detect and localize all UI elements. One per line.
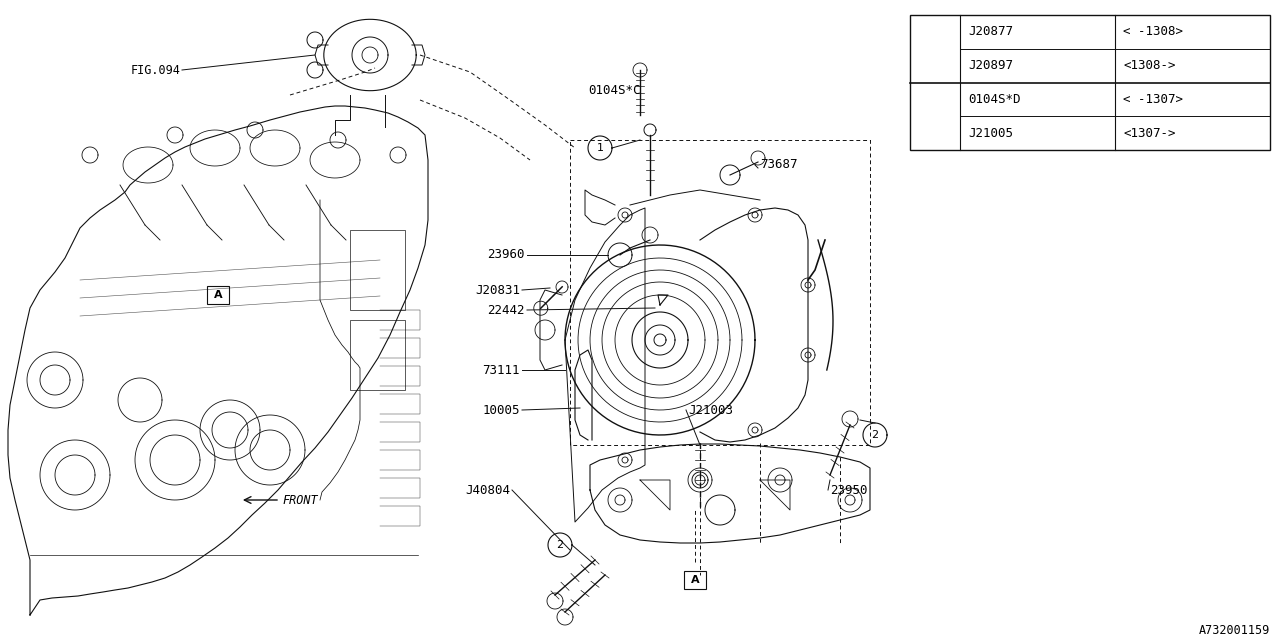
Bar [684, 571, 707, 589]
Text: < -1307>: < -1307> [1123, 93, 1183, 106]
Text: J21003: J21003 [689, 403, 733, 417]
Text: A: A [214, 290, 223, 300]
Text: 1: 1 [931, 42, 940, 55]
Text: 1: 1 [596, 143, 603, 153]
Text: 73111: 73111 [483, 364, 520, 376]
Text: 23950: 23950 [829, 483, 868, 497]
Bar [910, 15, 1270, 150]
Text: 0104S*C: 0104S*C [588, 83, 640, 97]
Text: FRONT: FRONT [282, 493, 317, 506]
Text: <1307->: <1307-> [1123, 127, 1175, 140]
Text: FIG.094: FIG.094 [131, 63, 180, 77]
Text: 22442: 22442 [488, 303, 525, 317]
Text: 10005: 10005 [483, 403, 520, 417]
Text: < -1308>: < -1308> [1123, 26, 1183, 38]
Bar [349, 230, 404, 310]
Bar [207, 286, 229, 304]
Text: J21005: J21005 [968, 127, 1012, 140]
Text: A732001159: A732001159 [1199, 623, 1270, 637]
Text: 2: 2 [931, 109, 940, 123]
Text: J20897: J20897 [968, 59, 1012, 72]
Text: 2: 2 [557, 540, 563, 550]
Text: 2: 2 [872, 430, 878, 440]
Text: 23960: 23960 [488, 248, 525, 262]
Bar [349, 320, 404, 390]
Text: J20877: J20877 [968, 26, 1012, 38]
Text: <1308->: <1308-> [1123, 59, 1175, 72]
Text: J40804: J40804 [465, 483, 509, 497]
Text: J20831: J20831 [475, 284, 520, 296]
Text: 73687: 73687 [760, 159, 797, 172]
Text: A: A [691, 575, 699, 585]
Text: 0104S*D: 0104S*D [968, 93, 1020, 106]
